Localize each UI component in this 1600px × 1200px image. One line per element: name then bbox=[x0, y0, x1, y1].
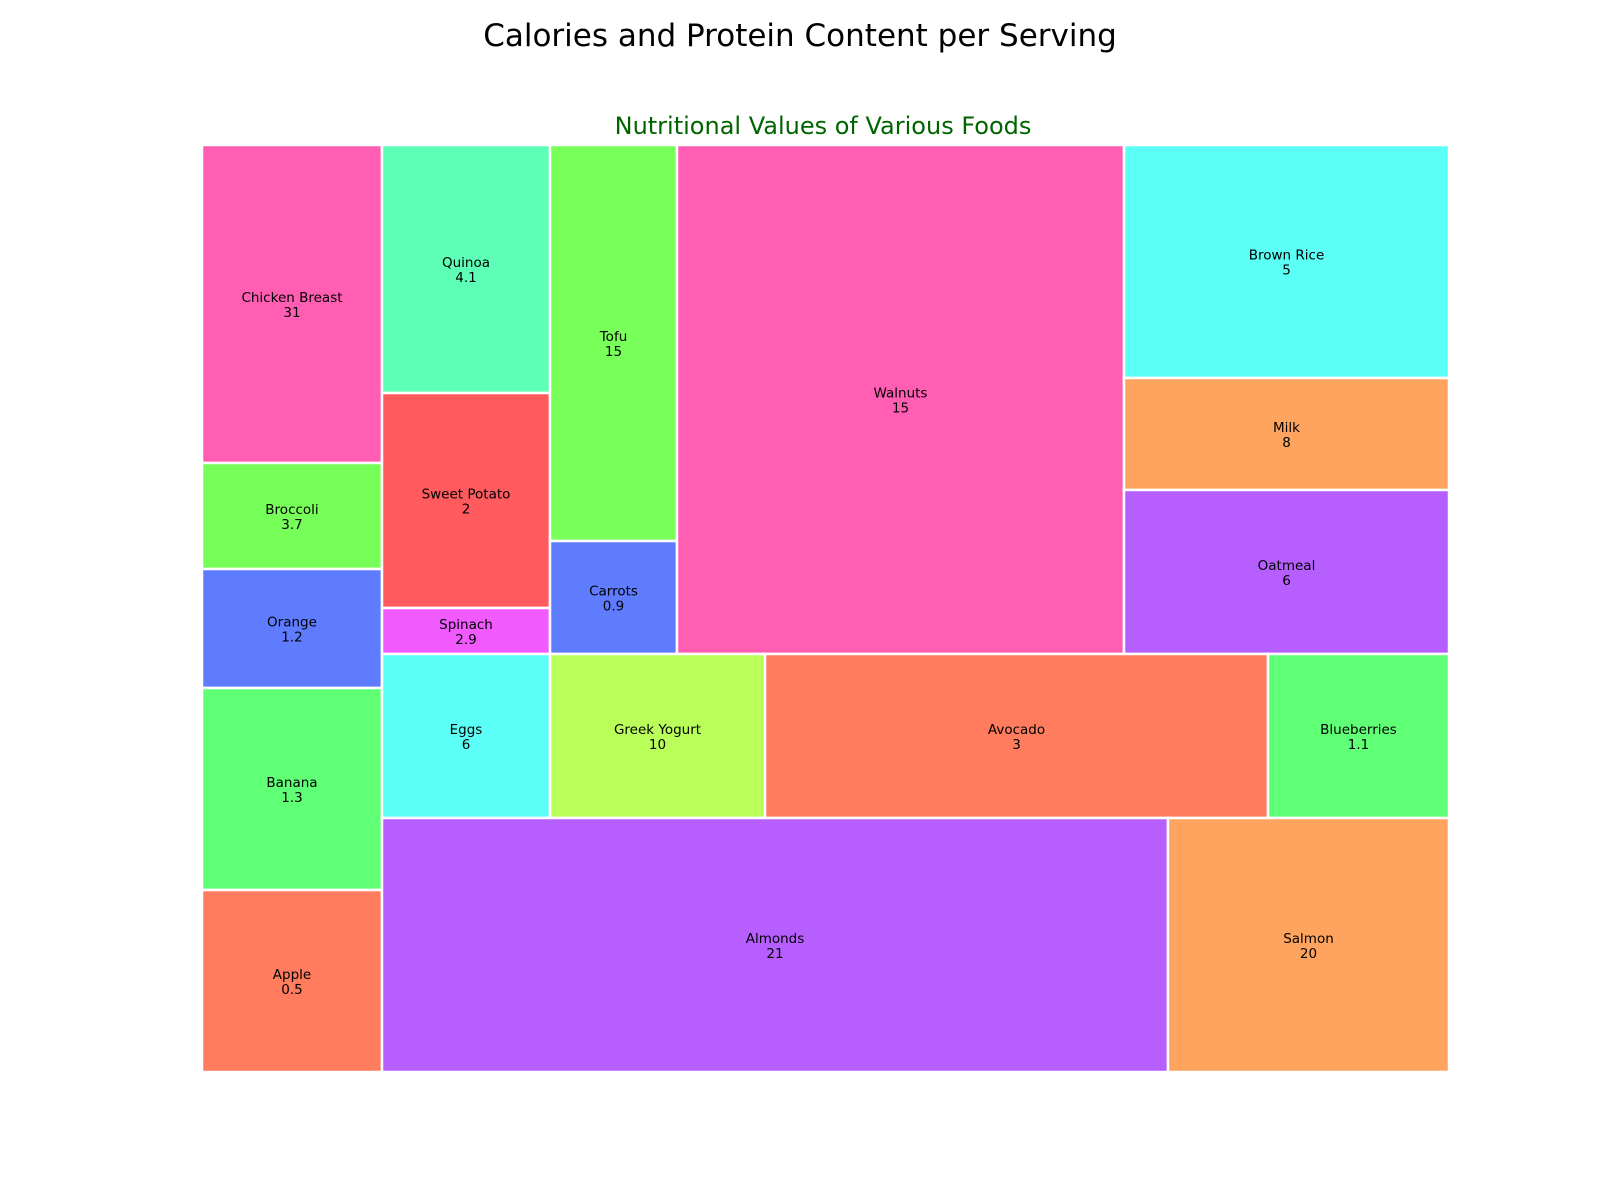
tile-rect bbox=[548, 539, 679, 656]
tile-value: 6 bbox=[462, 737, 471, 753]
tile-rect bbox=[675, 143, 1126, 656]
tile-rect bbox=[1166, 816, 1451, 1074]
tile-label: Brown Rice bbox=[1249, 248, 1325, 264]
chart-title: Calories and Protein Content per Serving bbox=[483, 18, 1117, 54]
tile-value: 20 bbox=[1300, 946, 1317, 962]
tile-value: 3.7 bbox=[281, 517, 302, 533]
tile-value: 6 bbox=[1282, 573, 1291, 589]
tile-label: Broccoli bbox=[265, 502, 318, 518]
tile-label: Milk bbox=[1273, 420, 1300, 436]
tile-value: 0.5 bbox=[281, 982, 302, 998]
tile-label: Chicken Breast bbox=[241, 290, 342, 306]
tile-label: Avocado bbox=[988, 722, 1045, 738]
tile-value: 4.1 bbox=[455, 270, 476, 286]
tile-value: 1.1 bbox=[1348, 737, 1369, 753]
tile-label: Oatmeal bbox=[1258, 558, 1316, 574]
tile-label: Spinach bbox=[439, 617, 493, 633]
tile-rect bbox=[763, 652, 1270, 820]
tile-label: Eggs bbox=[450, 722, 483, 738]
tile-value: 2 bbox=[462, 502, 471, 518]
tile-label: Tofu bbox=[599, 329, 628, 345]
tile-value: 15 bbox=[892, 401, 909, 417]
tile-value: 2.9 bbox=[455, 632, 476, 648]
tile-rect bbox=[200, 888, 384, 1074]
tile-rect bbox=[380, 816, 1170, 1074]
tile-label: Carrots bbox=[589, 584, 638, 600]
tile-label: Banana bbox=[266, 775, 317, 791]
tile-label: Sweet Potato bbox=[422, 487, 511, 503]
tile-value: 21 bbox=[766, 946, 783, 962]
tile-value: 10 bbox=[649, 737, 666, 753]
tile-value: 8 bbox=[1282, 435, 1291, 451]
tile-rect bbox=[1122, 488, 1451, 656]
tile-rect bbox=[380, 143, 552, 395]
tile-value: 1.3 bbox=[281, 790, 302, 806]
tile-label: Apple bbox=[273, 967, 311, 983]
tile-label: Blueberries bbox=[1320, 722, 1397, 738]
tile-label: Greek Yogurt bbox=[614, 722, 701, 738]
chart-subtitle: Nutritional Values of Various Foods bbox=[614, 112, 1032, 140]
tile-rect bbox=[1122, 376, 1451, 492]
tile-value: 31 bbox=[283, 305, 300, 321]
tile-value: 3 bbox=[1012, 737, 1021, 753]
tile-value: 0.9 bbox=[603, 599, 624, 615]
tile-rect bbox=[1122, 143, 1451, 380]
tile-label: Almonds bbox=[746, 931, 805, 947]
tile-label: Walnuts bbox=[874, 386, 928, 402]
tile-rect bbox=[1266, 652, 1451, 820]
tile-label: Orange bbox=[267, 615, 317, 631]
tile-value: 5 bbox=[1282, 263, 1291, 279]
tile-label: Quinoa bbox=[442, 255, 490, 271]
tile-value: 1.2 bbox=[281, 630, 302, 646]
tile-rect bbox=[200, 686, 384, 892]
tile-value: 15 bbox=[605, 344, 622, 360]
tile-rect bbox=[380, 606, 552, 656]
tile-label: Salmon bbox=[1283, 931, 1334, 947]
tile-rect bbox=[380, 391, 552, 610]
